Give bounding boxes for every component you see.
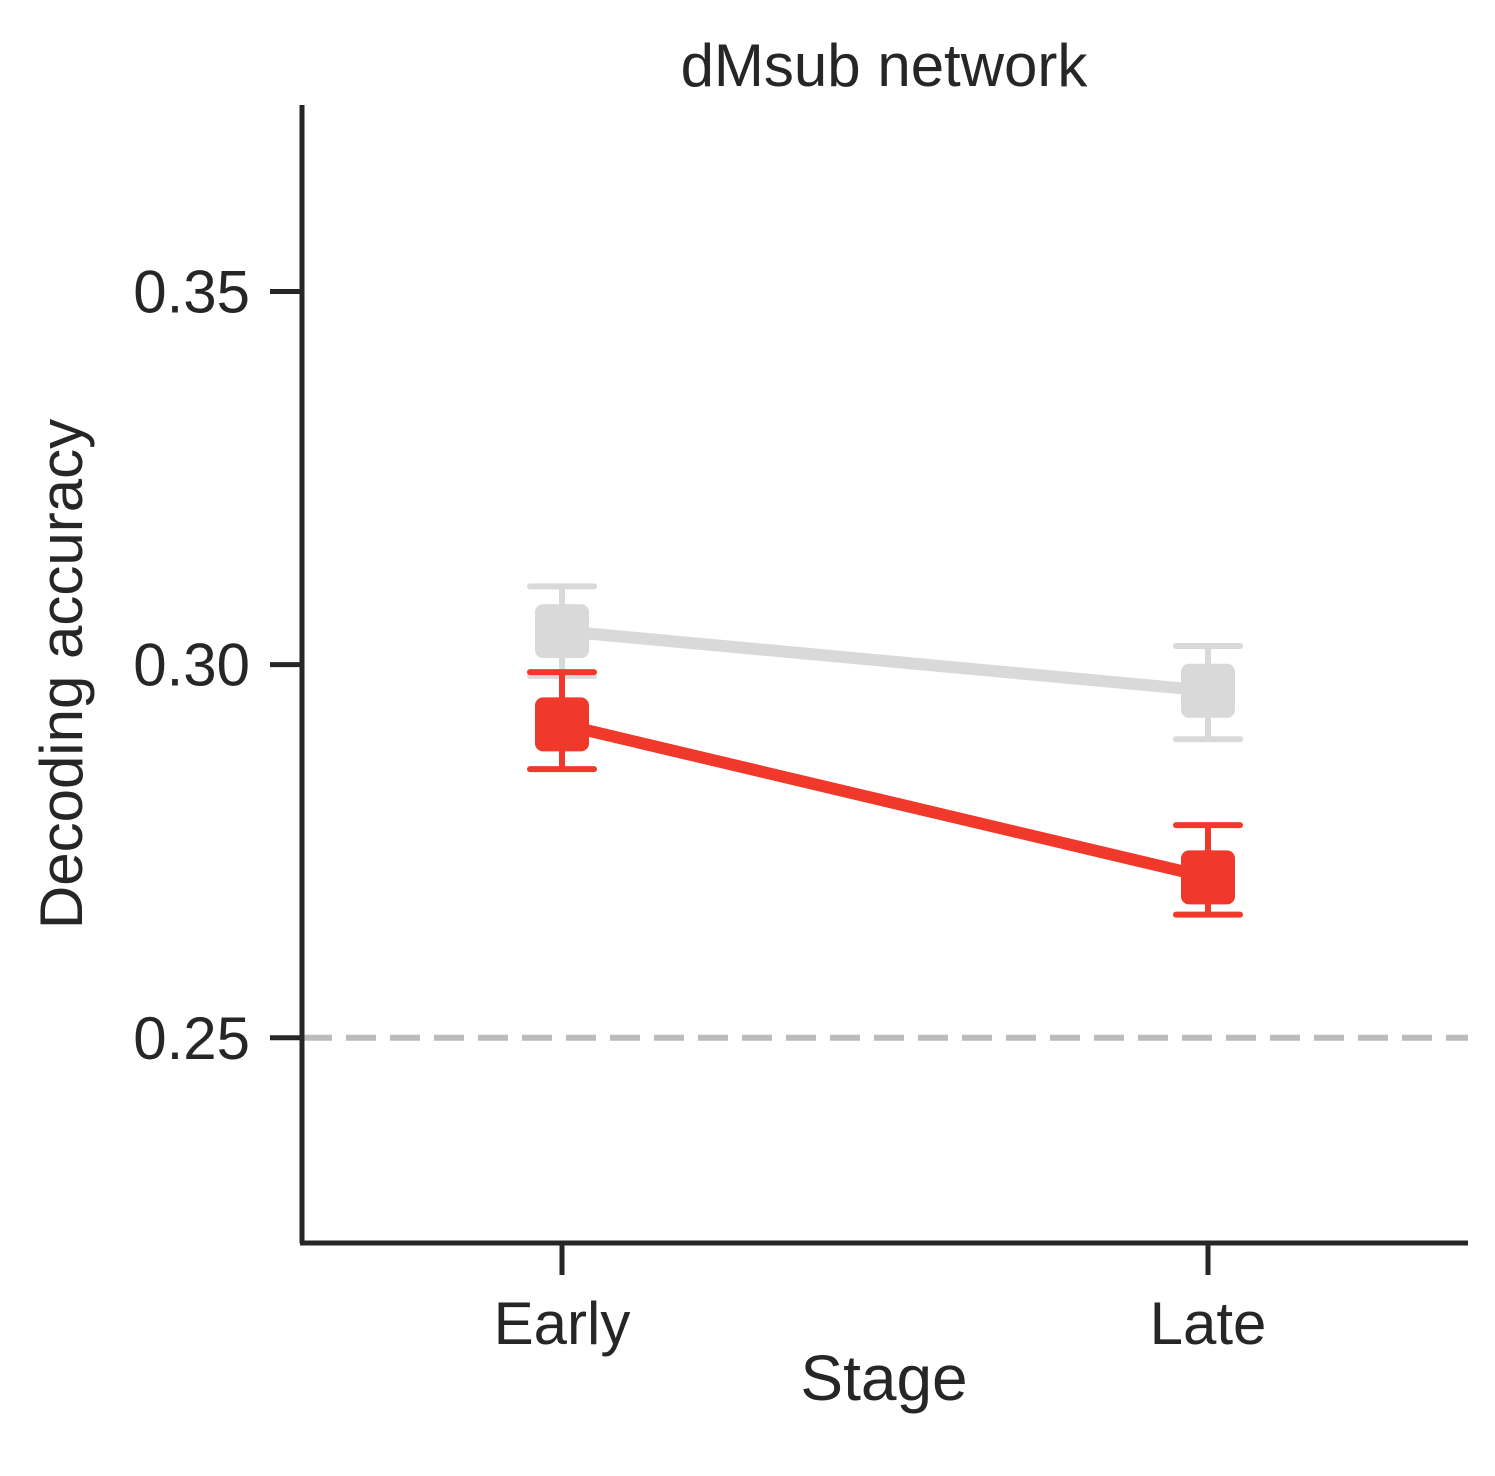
plot-marks — [302, 583, 1468, 1041]
x-ticks: Early Late — [494, 1243, 1267, 1357]
y-axis-label: Decoding accuracy — [28, 419, 95, 929]
y-tick-label: 0.25 — [133, 1005, 250, 1072]
x-tick-label: Late — [1150, 1290, 1267, 1357]
data-point — [1181, 663, 1235, 718]
data-point — [1181, 850, 1235, 905]
y-ticks: 0.25 0.30 0.35 — [133, 259, 302, 1072]
data-point — [535, 604, 589, 659]
chart-title: dMsub network — [681, 32, 1089, 99]
series-0 — [527, 583, 1243, 743]
y-tick-label: 0.35 — [133, 259, 250, 326]
series-line — [556, 718, 1214, 884]
x-tick-label: Early — [494, 1290, 631, 1357]
series-line — [556, 625, 1214, 697]
data-point — [535, 697, 589, 752]
x-axis-label: Stage — [800, 1342, 967, 1414]
series-1 — [527, 669, 1243, 918]
y-tick-label: 0.30 — [133, 632, 250, 699]
